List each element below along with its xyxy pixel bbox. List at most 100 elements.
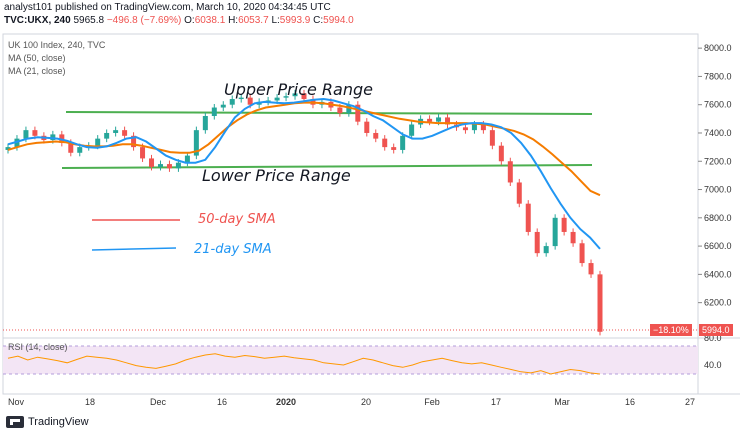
- candle-body: [274, 97, 280, 101]
- candle-body: [14, 138, 20, 148]
- candle-body: [202, 116, 208, 131]
- price-tick-label: 6200.0: [704, 298, 732, 308]
- candle-body: [238, 97, 244, 100]
- candle-body: [131, 135, 137, 148]
- sma21-legend-line: [91, 247, 177, 251]
- candle-body: [149, 158, 155, 167]
- candle-body: [364, 121, 370, 133]
- candle-body: [292, 93, 298, 97]
- lower-range-label: Lower Price Range: [202, 166, 351, 185]
- rsi-legend: RSI (14, close): [8, 342, 68, 352]
- price-tick-label: 6800.0: [704, 213, 732, 223]
- candle-body: [247, 97, 253, 105]
- time-tick-label: 2020: [276, 397, 296, 407]
- candle-body: [68, 142, 74, 153]
- candle-body: [104, 132, 110, 139]
- rsi-tick-label: 40.0: [704, 360, 722, 370]
- candle-body: [283, 96, 289, 98]
- candle-body: [471, 124, 477, 131]
- candle-body: [543, 246, 549, 254]
- candle-body: [516, 182, 522, 204]
- candle-body: [220, 104, 226, 108]
- rsi-band: [3, 346, 698, 374]
- candle-body: [507, 161, 513, 183]
- price-tick-label: 7400.0: [704, 128, 732, 138]
- candle-body: [525, 203, 531, 232]
- candle-body: [355, 104, 361, 122]
- candle-body: [489, 130, 495, 146]
- price-tick-label: 6400.0: [704, 269, 732, 279]
- time-tick-label: 16: [217, 397, 227, 407]
- rsi-tick-label: 80.0: [704, 333, 722, 343]
- candle-body: [445, 117, 451, 125]
- price-tick-label: 7000.0: [704, 185, 732, 195]
- candle-body: [552, 217, 558, 247]
- ma21-line: [7, 97, 601, 250]
- candle-body: [427, 118, 433, 122]
- candle-body: [193, 130, 199, 156]
- price-tick-label: 6600.0: [704, 241, 732, 251]
- time-axis-ticks: Nov 18 Dec 16 2020 20 Feb 17 Mar 16 27: [8, 397, 695, 407]
- open-label: O:: [184, 15, 195, 26]
- time-tick-label: 18: [85, 397, 95, 407]
- upper-range-label: Upper Price Range: [224, 80, 373, 99]
- high-value: 6053.7: [238, 15, 269, 26]
- candle-body: [301, 93, 307, 100]
- candle-body: [166, 164, 172, 169]
- sma50-label: 50-day SMA: [198, 212, 276, 227]
- last-price-tag: 5994.0: [699, 324, 733, 336]
- last-price: 5965.8: [73, 15, 105, 26]
- time-tick-label: Nov: [8, 397, 25, 407]
- price-axis-ticks: 6200.0 6400.0 6600.0 6800.0 7000.0 7200.0 7400…: [698, 43, 732, 370]
- price-change: −496.8 (−7.69%): [106, 15, 182, 26]
- symbol-label: TVC:UKX, 240: [4, 15, 71, 26]
- candle-body: [588, 263, 594, 275]
- candle-body: [400, 135, 406, 150]
- upper-range-line: [65, 111, 593, 115]
- candle-body: [229, 99, 235, 105]
- close-value: 5994.0: [323, 15, 354, 26]
- candle-body: [157, 164, 163, 167]
- candle-body: [337, 107, 343, 114]
- price-tick-label: 7600.0: [704, 100, 732, 110]
- change-price-tag: −18.10%: [650, 324, 692, 336]
- candle-body: [5, 147, 11, 150]
- candle-body: [382, 138, 388, 148]
- candle-body: [534, 231, 540, 254]
- ma-lines-group: [7, 97, 601, 375]
- high-label: H:: [228, 15, 239, 26]
- candle-body: [32, 130, 38, 136]
- price-tick-label: 7200.0: [704, 156, 732, 166]
- candle-body: [391, 147, 397, 150]
- low-label: L:: [271, 15, 280, 26]
- candle-body: [561, 217, 567, 232]
- publish-info: analyst101 published on TradingView.com,…: [4, 2, 331, 13]
- candle-body: [409, 124, 415, 136]
- candle-body: [480, 124, 486, 131]
- open-value: 6038.1: [194, 15, 226, 26]
- candle-body: [140, 147, 146, 159]
- chart-title: UK 100 Index, 240, TVC: [8, 40, 106, 50]
- sma21-label: 21-day SMA: [194, 242, 272, 257]
- candle-body: [346, 104, 352, 114]
- tradingview-logo-icon: [6, 416, 24, 428]
- candle-body: [122, 130, 128, 136]
- time-tick-label: 27: [685, 397, 695, 407]
- candle-body: [77, 147, 83, 153]
- candle-body: [113, 130, 119, 133]
- ma21-legend: MA (21, close): [8, 66, 66, 76]
- candle-body: [50, 134, 56, 141]
- candle-body: [23, 130, 29, 139]
- time-tick-label: Dec: [150, 397, 167, 407]
- price-tick-label: 8000.0: [704, 43, 732, 53]
- time-tick-label: 17: [491, 397, 501, 407]
- time-tick-label: Mar: [554, 397, 570, 407]
- ma50-legend: MA (50, close): [8, 53, 66, 63]
- candle-body: [597, 274, 603, 332]
- lower-range-line: [61, 164, 593, 169]
- time-tick-label: 16: [625, 397, 635, 407]
- tradingview-logo[interactable]: TradingView: [6, 416, 89, 428]
- time-tick-label: 20: [361, 397, 371, 407]
- candle-body: [498, 145, 504, 162]
